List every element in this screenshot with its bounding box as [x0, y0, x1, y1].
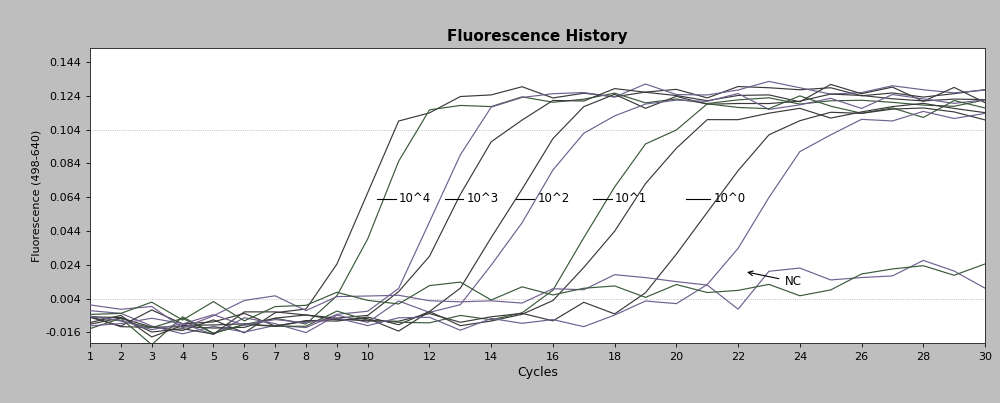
- Title: Fluorescence History: Fluorescence History: [447, 29, 628, 44]
- Text: 10^2: 10^2: [538, 192, 570, 206]
- X-axis label: Cycles: Cycles: [517, 366, 558, 379]
- Text: NC: NC: [748, 271, 801, 288]
- Text: 10^3: 10^3: [467, 192, 499, 206]
- Text: 10^4: 10^4: [399, 192, 431, 206]
- Y-axis label: Fluorescence (498-640): Fluorescence (498-640): [31, 129, 41, 262]
- Text: 10^0: 10^0: [713, 192, 746, 206]
- Text: 10^1: 10^1: [615, 192, 647, 206]
